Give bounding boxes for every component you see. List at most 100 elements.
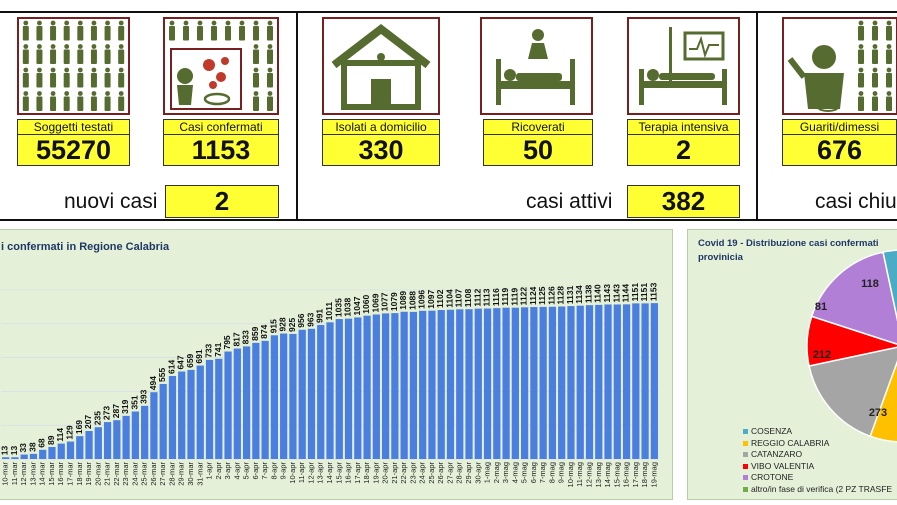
bar [215,358,223,459]
legend-item: CATANZARO [743,449,802,459]
bar-data-label: 1128 [556,286,566,305]
x-tick-label: 26-apr [436,462,445,484]
bar-data-label: 1096 [417,290,427,309]
x-tick-label: 24-mar [130,462,139,486]
x-tick-label: 7-mag [538,462,547,483]
bar [307,328,316,459]
card-value-guariti: 676 [782,134,897,166]
section-divider [0,219,897,221]
pie-data-label: 212 [813,349,831,361]
bar-data-label: 273 [102,406,112,420]
bar [641,303,649,459]
bar [66,441,75,459]
bar [233,348,241,459]
x-tick-label: 6-mag [529,462,538,483]
bar-data-label: 1102 [435,289,445,308]
bar-data-label: 38 [27,442,37,452]
bar-data-label: 874 [259,324,269,338]
bar-chart: 1310-mar1311-mar3312-mar3813-mar6814-mar… [0,282,659,487]
x-tick-label: 10-mag [566,462,575,487]
bar-data-label: 1104 [444,289,454,308]
bar [103,422,112,459]
bar [94,427,102,459]
bar [409,311,418,459]
bar [511,307,519,459]
pie-data-label: 273 [869,407,887,419]
x-tick-label: 20-apr [381,462,390,484]
bar [29,453,38,459]
x-tick-label: 18-mag [640,462,649,487]
x-tick-label: 7-apr [260,462,269,480]
icu-bed-icon [627,17,740,115]
bar [595,304,603,459]
bar [11,457,19,459]
x-tick-label: 18-apr [362,462,371,484]
bar [326,322,334,459]
top-border [0,11,897,13]
x-tick-label: 12-apr [306,462,315,484]
pie-chart-subtitle: provinicia [698,252,743,263]
x-tick-label: 29-apr [464,462,473,484]
bar-data-label: 1131 [565,285,575,304]
bar [372,314,380,459]
card-label-terapia: Terapia intensiva [627,119,740,135]
x-tick-label: 15-mar [47,462,56,486]
bar [548,306,557,459]
bar-data-label: 1125 [537,286,547,305]
bar-data-label: 351 [129,395,139,409]
x-tick-label: 28-mar [167,462,176,486]
divider-2 [756,11,758,220]
bar-data-label: 169 [74,420,84,434]
bar [224,351,232,459]
legend-label: altro/in fase di verifica (2 PZ TRASFE [751,483,893,494]
bar [558,306,566,459]
bar [604,304,612,459]
bar [400,311,408,459]
bar-data-label: 741 [213,342,223,356]
bar-data-label: 1143 [611,284,621,303]
bar [530,307,538,459]
x-tick-label: 13-mar [28,462,37,486]
card-value-terapia: 2 [627,134,740,166]
bar-data-label: 1035 [333,298,343,317]
x-tick-label: 17-mar [66,462,75,486]
legend-item: COSENZA [743,426,792,436]
crowd-icon [17,17,130,115]
x-tick-label: 11-mag [575,462,584,487]
bar [20,454,28,459]
x-tick-label: 14-mar [38,462,47,486]
bar-data-label: 1119 [509,287,519,305]
bar-data-label: 1011 [324,302,334,321]
bar [150,392,158,459]
bar [85,431,93,459]
bar-data-label: 129 [65,425,75,439]
bar-data-label: 795 [222,335,232,349]
bar [76,436,84,459]
bar [632,303,640,459]
x-tick-label: 19-apr [371,462,380,484]
bar [483,308,492,459]
bar-data-label: 1151 [639,283,649,302]
bar [576,305,584,459]
legend-swatch [743,486,748,492]
bar [391,313,399,459]
bar [187,369,195,459]
x-tick-label: 16-mag [622,462,631,487]
pie-data-label: 118 [861,278,879,290]
divider-1 [296,11,298,220]
bar-data-label: 1047 [352,296,362,315]
x-tick-label: 10-mar [1,462,10,486]
x-tick-label: 19-mar [84,462,93,486]
recovered-person-icon [782,17,897,115]
virus-sneeze-icon [163,17,279,115]
bar-data-label: 1134 [574,285,584,304]
bar-data-label: 991 [315,309,325,323]
card-value-confermati: 1153 [163,134,279,166]
x-tick-label: 3-mag [501,462,510,483]
bar-data-label: 925 [287,317,297,331]
x-tick-label: 27-apr [445,462,454,484]
legend-item: CROTONE [743,472,793,482]
card-label-isolati: Isolati a domicilio [322,119,440,135]
legend-label: REGGIO CALABRIA [751,437,830,448]
x-tick-label: 13-mag [594,462,603,487]
